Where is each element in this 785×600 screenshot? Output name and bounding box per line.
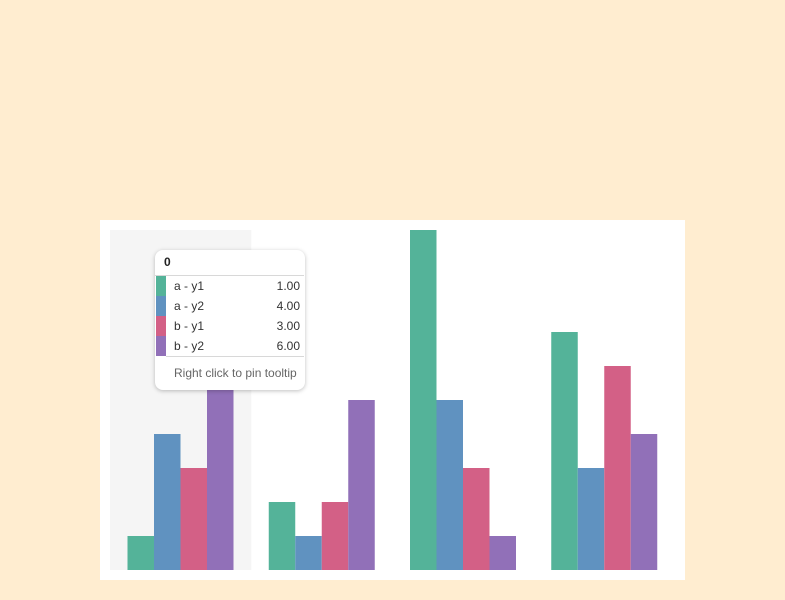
bar[interactable]	[489, 536, 517, 570]
bar[interactable]	[436, 400, 464, 570]
tooltip-series-value: 4.00	[276, 299, 300, 313]
bar[interactable]	[295, 536, 322, 570]
bar[interactable]	[268, 502, 296, 570]
series-color-swatch	[156, 336, 166, 356]
bar[interactable]	[577, 468, 605, 570]
bar[interactable]	[154, 434, 181, 570]
bar[interactable]	[127, 536, 155, 570]
bar[interactable]	[551, 332, 578, 570]
series-color-swatch	[156, 316, 166, 336]
tooltip-divider	[166, 356, 304, 357]
tooltip-title: 0	[155, 250, 304, 276]
series-color-swatch	[156, 276, 166, 296]
tooltip-series-label: a - y1	[174, 279, 205, 293]
bar[interactable]	[321, 502, 349, 570]
bar[interactable]	[348, 400, 375, 570]
tooltip-footer-hint: Right click to pin tooltip	[174, 366, 297, 380]
bar[interactable]	[180, 468, 208, 570]
tooltip-series-value: 3.00	[276, 319, 300, 333]
bar[interactable]	[630, 434, 658, 570]
tooltip-series-label: b - y1	[174, 319, 205, 333]
bar[interactable]	[410, 230, 437, 570]
tooltip-series-value: 6.00	[276, 339, 300, 353]
tooltip-row: b - y1 3.00	[155, 316, 305, 336]
tooltip-series-label: b - y2	[174, 339, 205, 353]
bar[interactable]	[463, 468, 490, 570]
tooltip-series-label: a - y2	[174, 299, 205, 313]
tooltip-row: b - y2 6.00	[155, 336, 305, 356]
bar[interactable]	[604, 366, 631, 570]
tooltip-row: a - y2 4.00	[155, 296, 305, 316]
bar[interactable]	[207, 366, 234, 570]
chart-tooltip[interactable]: 0 a - y1 1.00 a - y2 4.00 b - y1 3.00 b …	[155, 250, 305, 390]
tooltip-series-value: 1.00	[276, 279, 300, 293]
tooltip-row: a - y1 1.00	[155, 276, 305, 296]
series-color-swatch	[156, 296, 166, 316]
